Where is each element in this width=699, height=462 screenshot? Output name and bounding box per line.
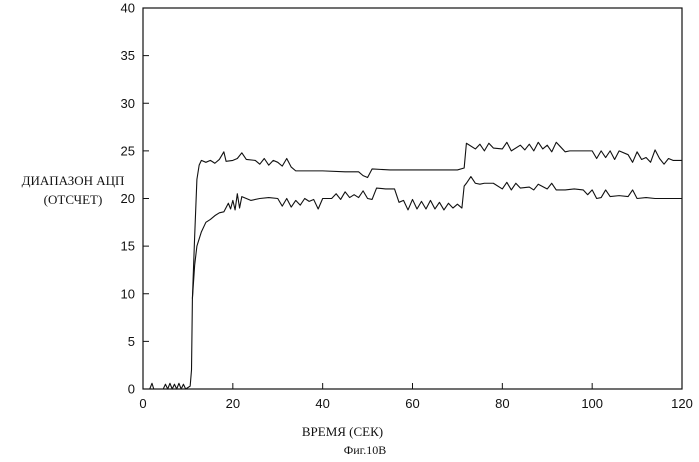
y-tick-label: 35 (121, 48, 135, 63)
y-tick-label: 30 (121, 96, 135, 111)
y-axis-label-line1: ДИАПАЗОН АЦП (22, 173, 125, 188)
x-tick-label: 120 (671, 396, 693, 411)
x-tick-label: 20 (226, 396, 240, 411)
x-axis-ticks: 0 20 40 60 80 100 120 (139, 383, 692, 411)
series-layer (143, 142, 682, 389)
x-tick-label: 80 (495, 396, 509, 411)
plot-frame (143, 8, 682, 389)
x-axis-label: ВРЕМЯ (СЕК) (302, 424, 383, 439)
y-tick-label: 15 (121, 239, 135, 254)
y-tick-label: 10 (121, 286, 135, 301)
series-line-2 (192, 177, 682, 299)
y-tick-label: 40 (121, 1, 135, 16)
y-axis-ticks: 0 5 10 15 20 25 30 35 40 (121, 1, 149, 397)
x-tick-label: 60 (405, 396, 419, 411)
figure-caption: Фиг.10В (344, 443, 386, 457)
y-tick-label: 5 (128, 334, 135, 349)
y-tick-label: 0 (128, 382, 135, 397)
y-tick-label: 20 (121, 191, 135, 206)
y-tick-label: 25 (121, 143, 135, 158)
y-axis-label-line2: (ОТСЧЕТ) (44, 192, 103, 207)
x-tick-label: 100 (581, 396, 603, 411)
x-tick-label: 40 (315, 396, 329, 411)
x-tick-label: 0 (139, 396, 146, 411)
series-line-1 (143, 142, 682, 389)
